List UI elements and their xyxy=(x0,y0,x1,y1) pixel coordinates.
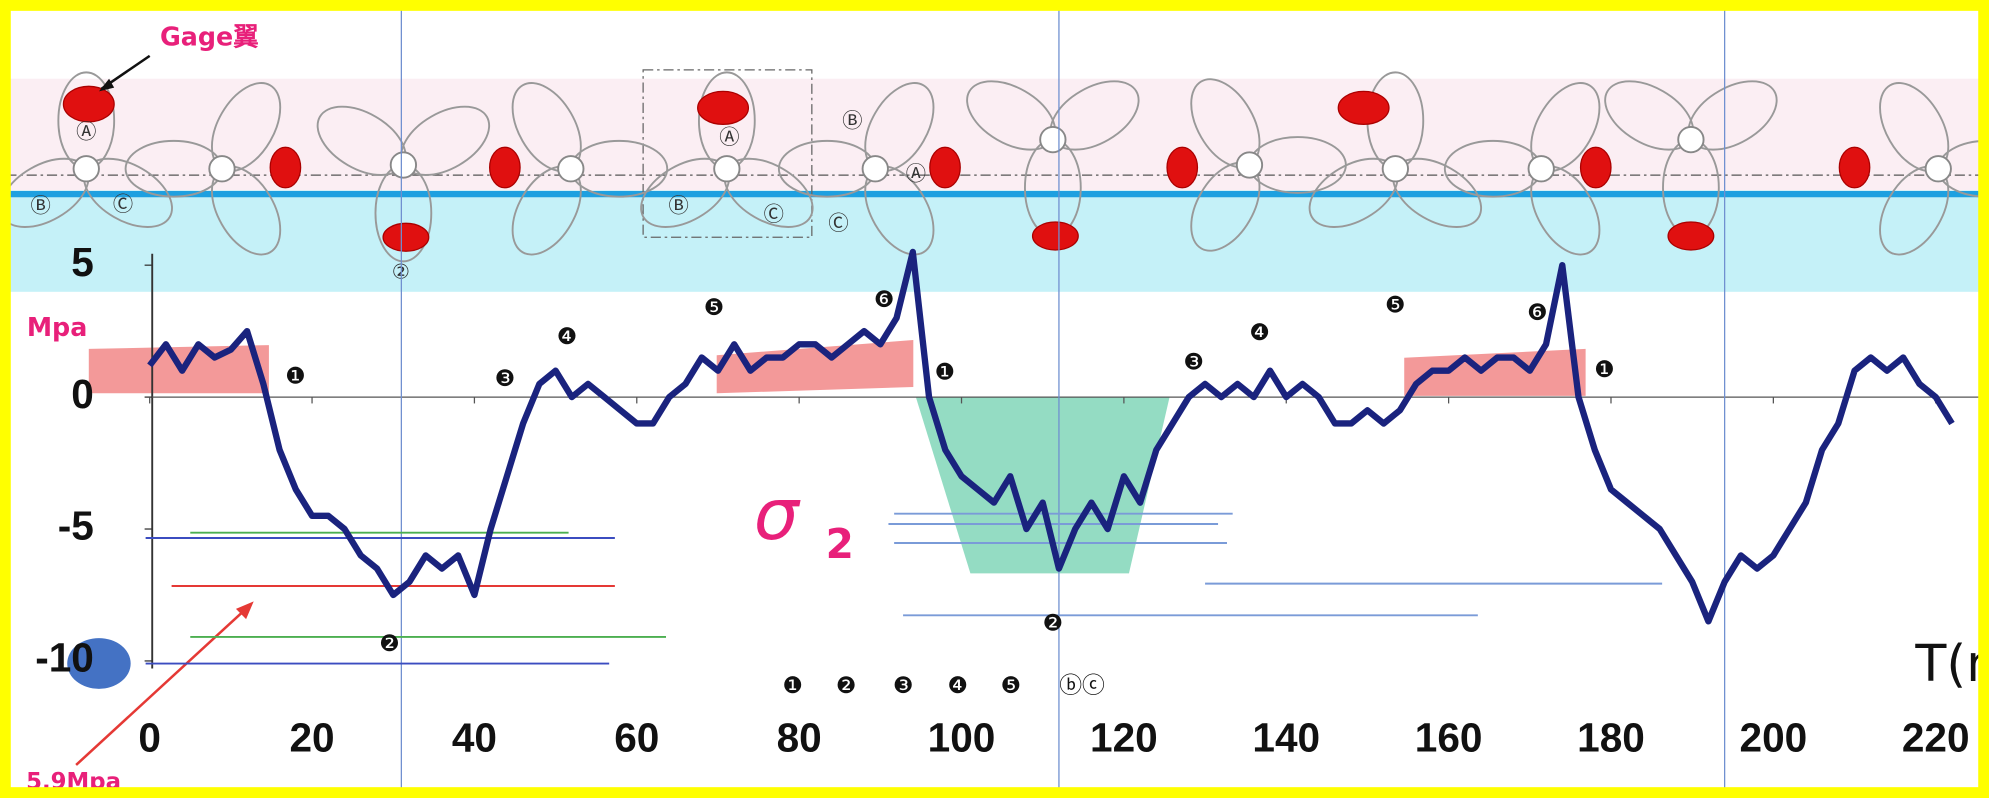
blade-label: Ⓑ xyxy=(30,193,50,217)
blade-label: Ⓒ xyxy=(764,202,784,226)
annotation: σ xyxy=(754,473,801,556)
gage-blade xyxy=(63,86,114,122)
hub xyxy=(863,156,888,181)
x-tick-label: 200 xyxy=(1740,715,1808,761)
y-tick-label: -10 xyxy=(35,635,94,681)
position-number: ❹ xyxy=(557,324,577,350)
x-tick-label: 0 xyxy=(138,715,161,761)
hub xyxy=(391,152,416,177)
y-tick-label: 5 xyxy=(71,239,94,285)
x-tick-label: 80 xyxy=(777,715,822,761)
hub xyxy=(1678,127,1703,152)
hub xyxy=(1529,156,1554,181)
hub xyxy=(1926,156,1951,181)
gage-blade xyxy=(698,91,749,124)
blade-label: Ⓑ xyxy=(842,108,862,132)
position-number: ❶ xyxy=(935,359,955,385)
x-tick-label: 180 xyxy=(1577,715,1645,761)
position-number: ❻ xyxy=(1527,300,1547,326)
x-tick-label: 140 xyxy=(1252,715,1320,761)
y-axis-label: Mpa xyxy=(27,312,88,342)
x-tick-label: 20 xyxy=(289,715,334,761)
position-legend: ❹ xyxy=(947,673,967,699)
gage-label: Gage翼 xyxy=(160,22,259,52)
blade-label: Ⓒ xyxy=(113,192,133,216)
chart: Gage翼 Mpa T(m 5.9Mpa σ 2 ⒶⒷⒸ②ⒶⒷⒸⒷⒶⒸ50-5-… xyxy=(0,0,1989,798)
position-number: ❶ xyxy=(1594,357,1614,383)
position-number: ❸ xyxy=(495,366,515,392)
gage-blade xyxy=(1338,91,1389,124)
blade-label: Ⓐ xyxy=(906,162,926,186)
position-number: ❶ xyxy=(285,363,305,389)
blade-label: Ⓐ xyxy=(719,125,739,149)
hub xyxy=(1383,156,1408,181)
position-number: ❺ xyxy=(704,295,724,321)
x-tick-label: 160 xyxy=(1415,715,1483,761)
hub xyxy=(714,156,739,181)
blade-label: Ⓐ xyxy=(76,120,96,144)
gage-blade xyxy=(1581,147,1611,188)
x-tick-label: 40 xyxy=(452,715,497,761)
position-number: ❻ xyxy=(874,287,894,313)
hub xyxy=(558,156,583,181)
position-legend: ⓑⓒ xyxy=(1059,673,1105,699)
gage-blade xyxy=(490,147,520,188)
x-tick-label: 100 xyxy=(928,715,996,761)
position-legend: ❺ xyxy=(1001,673,1021,699)
gage-blade xyxy=(1668,222,1714,250)
position-legend: ❶ xyxy=(783,673,803,699)
position-number: ❹ xyxy=(1249,320,1269,346)
gage-blade xyxy=(383,223,429,251)
x-tick-label: 120 xyxy=(1090,715,1158,761)
x-axis-label: T(m xyxy=(1914,634,1989,693)
x-tick-label: 220 xyxy=(1902,715,1970,761)
hub xyxy=(209,156,234,181)
blade-label: Ⓒ xyxy=(828,211,848,235)
gage-blade xyxy=(1839,147,1869,188)
gage-blade xyxy=(1033,222,1079,250)
hub xyxy=(74,156,99,181)
y-tick-label: 0 xyxy=(71,371,94,417)
annotation: 2 xyxy=(826,520,854,568)
hub xyxy=(1040,127,1065,152)
position-legend: ❸ xyxy=(893,673,913,699)
position-legend: ❷ xyxy=(836,673,856,699)
hub xyxy=(1237,152,1262,177)
page: {"chart_data": {"type": "line", "color":… xyxy=(0,0,1989,798)
y-tick-label: -5 xyxy=(58,503,94,549)
position-number: ❷ xyxy=(1043,611,1063,637)
x-tick-label: 60 xyxy=(614,715,659,761)
blade-label: Ⓑ xyxy=(668,193,688,217)
gage-blade xyxy=(270,147,300,188)
gage-blade xyxy=(1167,147,1197,188)
position-number: ❸ xyxy=(1183,349,1203,375)
position-number: ❺ xyxy=(1385,292,1405,318)
position-number: ❷ xyxy=(379,631,399,657)
gage-blade xyxy=(930,147,960,188)
